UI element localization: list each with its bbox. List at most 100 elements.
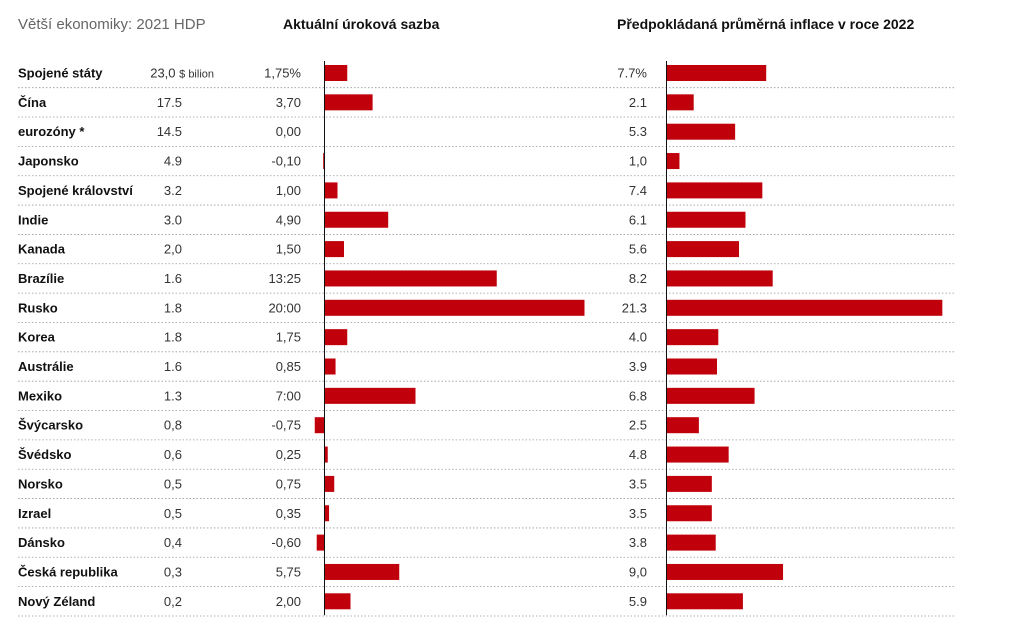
rate-value-label: 1,75 — [276, 330, 301, 345]
rate-bar — [324, 329, 348, 346]
gdp-value: 3.2 — [164, 183, 182, 198]
gdp-value: 0,5 — [164, 506, 182, 521]
country-label: Indie — [18, 212, 48, 227]
rate-bar — [324, 475, 335, 492]
inflation-bar — [666, 211, 746, 228]
gdp-value: 0,5 — [164, 476, 182, 491]
country-label: Spojené státy — [18, 66, 103, 81]
inflation-bar — [666, 446, 729, 463]
inflation-bar — [666, 329, 719, 346]
country-label: Austrálie — [18, 359, 74, 374]
gdp-value: 1.8 — [164, 300, 182, 315]
gdp-header: Větší ekonomiky: 2021 HDP — [18, 16, 206, 33]
inflation-value-label: 6.1 — [629, 212, 647, 227]
country-label: Česká republika — [18, 564, 118, 579]
rate-value-label: 0,75 — [276, 476, 301, 491]
rate-value-label: 4,90 — [276, 212, 301, 227]
country-label: Izrael — [18, 506, 51, 521]
gdp-value: 1.3 — [164, 388, 182, 403]
rate-value-label: -0,10 — [271, 154, 301, 169]
rate-bar — [316, 534, 325, 551]
country-label: Čína — [18, 95, 47, 110]
rate-value-label: 0,35 — [276, 506, 301, 521]
country-label: Kanada — [18, 242, 66, 257]
rate-bar — [324, 211, 389, 228]
inflation-bar — [666, 94, 694, 111]
rate-bar — [324, 270, 497, 287]
gdp-unit: $ bilion — [179, 69, 214, 81]
inflation-value-label: 3.5 — [629, 506, 647, 521]
rate-bar — [314, 417, 325, 434]
inflation-bar — [666, 241, 740, 258]
inflation-value-label: 7.7% — [617, 66, 647, 81]
country-label: Japonsko — [18, 154, 79, 169]
gdp-value: 0,3 — [164, 564, 182, 579]
inflation-bar — [666, 299, 943, 316]
rate-value-label: 3,70 — [276, 95, 301, 110]
inflation-bar — [666, 123, 736, 140]
rate-bar — [323, 153, 325, 170]
country-label: Spojené království — [18, 183, 133, 198]
rate-bar — [324, 94, 373, 111]
inflation-value-label: 8.2 — [629, 271, 647, 286]
inflation-value-label: 2.5 — [629, 418, 647, 433]
rate-bar — [324, 358, 336, 375]
gdp-value: 4.9 — [164, 154, 182, 169]
rate-value-label: 1,00 — [276, 183, 301, 198]
rate-bar — [324, 241, 344, 258]
inflation-bar — [666, 270, 773, 287]
inflation-value-label: 21.3 — [622, 300, 647, 315]
inflation-value-label: 3.9 — [629, 359, 647, 374]
country-label: Nový Zéland — [18, 594, 95, 609]
inflation-header: Předpokládaná průměrná inflace v roce 20… — [617, 16, 914, 32]
rate-bar — [324, 299, 585, 316]
country-label: Dánsko — [18, 535, 65, 550]
country-label: Brazílie — [18, 271, 64, 286]
country-label: Švédsko — [18, 447, 72, 462]
inflation-value-label: 7.4 — [629, 183, 647, 198]
gdp-value: 23,0 $ bilion — [150, 66, 214, 81]
gdp-value: 1.8 — [164, 330, 182, 345]
inflation-bar — [666, 563, 784, 580]
rate-value-label: 13:25 — [268, 271, 301, 286]
inflation-value-label: 9,0 — [629, 564, 647, 579]
rate-value-label: 7:00 — [276, 388, 301, 403]
rate-bar — [324, 446, 328, 463]
country-label: Korea — [18, 330, 56, 345]
gdp-value: 1.6 — [164, 359, 182, 374]
rate-value-label: 0,25 — [276, 447, 301, 462]
rate-bar — [324, 65, 348, 81]
country-label: Švýcarsko — [18, 418, 83, 433]
rate-bar — [324, 505, 330, 522]
inflation-value-label: 1,0 — [629, 154, 647, 169]
inflation-bar — [666, 505, 712, 522]
inflation-bar — [666, 65, 767, 81]
rate-value-label: 0,85 — [276, 359, 301, 374]
rate-value-label: 20:00 — [268, 300, 301, 315]
inflation-value-label: 3.8 — [629, 535, 647, 550]
inflation-bar — [666, 534, 716, 551]
inflation-value-label: 6.8 — [629, 388, 647, 403]
country-label: eurozóny * — [18, 124, 85, 139]
rate-value-label: 1,75% — [264, 66, 301, 81]
rate-value-label: 2,00 — [276, 594, 301, 609]
inflation-bar — [666, 417, 699, 434]
inflation-value-label: 3.5 — [629, 476, 647, 491]
gdp-value: 0,4 — [164, 535, 182, 550]
gdp-value: 17.5 — [157, 95, 182, 110]
gdp-value: 3.0 — [164, 212, 182, 227]
rate-bar — [324, 593, 351, 610]
rate-value-label: 0,00 — [276, 124, 301, 139]
inflation-bar — [666, 153, 680, 170]
rate-bar — [324, 387, 416, 404]
inflation-value-label: 5.9 — [629, 594, 647, 609]
inflation-bar — [666, 387, 755, 404]
rate-bar — [324, 182, 338, 199]
inflation-bar — [666, 593, 743, 610]
rows: Spojené státy 23,0 $ bilion 1,75% 7.7% Čína 1… — [18, 65, 955, 617]
gdp-value: 2,0 — [164, 242, 182, 257]
inflation-value-label: 4.0 — [629, 330, 647, 345]
country-label: Rusko — [18, 300, 58, 315]
rate-value-label: -0,60 — [271, 535, 301, 550]
rate-header: Aktuální úroková sazba — [283, 16, 440, 32]
